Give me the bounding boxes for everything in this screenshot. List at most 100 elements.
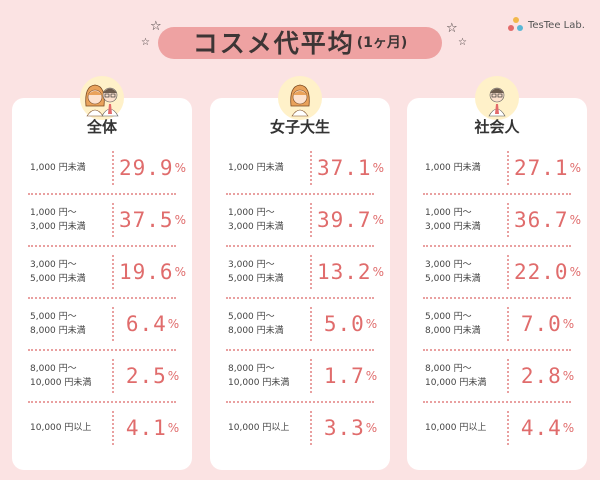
column-divider [112,151,114,185]
table-row: 1,000 円〜 3,000 円未満 39.7% [210,197,390,243]
data-value-number: 36.7 [514,208,569,232]
data-value-number: 3.3 [323,416,365,440]
row-divider [226,297,374,299]
data-value: 3.3% [316,405,386,451]
table-row: 3,000 円〜 5,000 円未満 19.6% [12,249,192,295]
data-value-unit: % [569,213,582,227]
row-divider [423,297,571,299]
category-label-line: 3,000 円〜 [425,260,472,270]
data-value-unit: % [365,421,379,435]
table-row: 1,000 円未満 29.9% [12,145,192,191]
table-row: 8,000 円〜 10,000 円未満 2.5% [12,353,192,399]
star-icon: ☆ [458,37,467,48]
category-label-line: 1,000 円未満 [30,163,86,173]
data-value: 5.0% [316,301,386,347]
series-label: 社会人 [474,118,520,136]
category-label-line: 8,000 円未満 [228,326,284,336]
category-label-line: 5,000 円〜 [228,312,275,322]
category-label-line: 10,000 円未満 [425,378,487,388]
table-row: 5,000 円〜 8,000 円未満 5.0% [210,301,390,347]
row-divider [28,401,176,403]
row-divider [423,349,571,351]
page-title: コスメ代平均 (1ヶ月) [158,22,442,62]
data-value: 19.6% [118,249,188,295]
category-label-line: 5,000 円〜 [30,312,77,322]
data-value-unit: % [569,265,582,279]
woman-man-pair-icon [80,76,124,120]
category-label: 1,000 円未満 [30,145,110,191]
data-value-unit: % [174,265,187,279]
category-label-line: 1,000 円〜 [228,208,275,218]
data-value-number: 2.5 [125,364,167,388]
category-label: 5,000 円〜 8,000 円未満 [30,301,110,347]
category-label-line: 10,000 円未満 [228,378,290,388]
table-card: 全体 1,000 円未満 29.9% 1,000 円〜 3,000 円未満 37.5% 3,… [12,76,192,470]
category-label: 3,000 円〜 5,000 円未満 [228,249,308,295]
table-row: 8,000 円〜 10,000 円未満 1.7% [210,353,390,399]
row-divider [423,193,571,195]
category-label-line: 8,000 円〜 [425,364,472,374]
star-icon: ☆ [141,37,150,48]
table-row: 8,000 円〜 10,000 円未満 2.8% [407,353,587,399]
row-divider [226,401,374,403]
data-value: 37.5% [118,197,188,243]
table-row: 10,000 円以上 4.4% [407,405,587,451]
data-value-number: 29.9 [119,156,174,180]
row-divider [28,245,176,247]
data-value: 37.1% [316,145,386,191]
series-label: 全体 [86,118,117,136]
category-label-line: 3,000 円未満 [425,222,481,232]
data-value: 22.0% [513,249,583,295]
data-value-number: 37.1 [317,156,372,180]
table-row: 1,000 円未満 27.1% [407,145,587,191]
category-label-line: 1,000 円〜 [425,208,472,218]
category-label: 1,000 円〜 3,000 円未満 [30,197,110,243]
data-value: 1.7% [316,353,386,399]
data-value-unit: % [174,213,187,227]
column-divider [112,359,114,393]
column-divider [310,203,312,237]
category-label: 1,000 円未満 [425,145,505,191]
data-value-unit: % [562,369,576,383]
table-card: 社会人 1,000 円未満 27.1% 1,000 円〜 3,000 円未満 36.7% 3… [407,76,587,470]
table-row: 1,000 円未満 37.1% [210,145,390,191]
category-label-line: 1,000 円未満 [228,163,284,173]
data-value: 2.8% [513,353,583,399]
column-divider [112,307,114,341]
category-label-line: 8,000 円未満 [425,326,481,336]
category-label-line: 3,000 円未満 [228,222,284,232]
category-label-line: 5,000 円未満 [425,274,481,284]
category-label-line: 10,000 円以上 [228,423,290,433]
row-divider [423,245,571,247]
row-divider [226,349,374,351]
category-label: 5,000 円〜 8,000 円未満 [425,301,505,347]
category-label: 1,000 円〜 3,000 円未満 [228,197,308,243]
woman-icon [278,76,322,120]
column-divider [310,359,312,393]
data-value-unit: % [372,213,385,227]
star-icon: ☆ [446,21,458,36]
man-icon [475,76,519,120]
data-value-number: 1.7 [323,364,365,388]
category-label: 1,000 円〜 3,000 円未満 [425,197,505,243]
series-label: 女子大生 [269,118,330,136]
data-value-number: 22.0 [514,260,569,284]
column-divider [507,151,509,185]
data-value-number: 19.6 [119,260,174,284]
category-label: 8,000 円〜 10,000 円未満 [228,353,308,399]
category-label-line: 3,000 円〜 [30,260,77,270]
data-value: 2.5% [118,353,188,399]
data-value: 27.1% [513,145,583,191]
category-label: 8,000 円〜 10,000 円未満 [425,353,505,399]
table-row: 1,000 円〜 3,000 円未満 37.5% [12,197,192,243]
category-label-line: 8,000 円〜 [228,364,275,374]
data-value-number: 37.5 [119,208,174,232]
column-divider [507,203,509,237]
data-value: 13.2% [316,249,386,295]
data-value-number: 2.8 [520,364,562,388]
category-label-line: 1,000 円〜 [30,208,77,218]
data-value-number: 6.4 [125,312,167,336]
table-row: 10,000 円以上 3.3% [210,405,390,451]
category-label: 1,000 円未満 [228,145,308,191]
data-value-unit: % [365,317,379,331]
